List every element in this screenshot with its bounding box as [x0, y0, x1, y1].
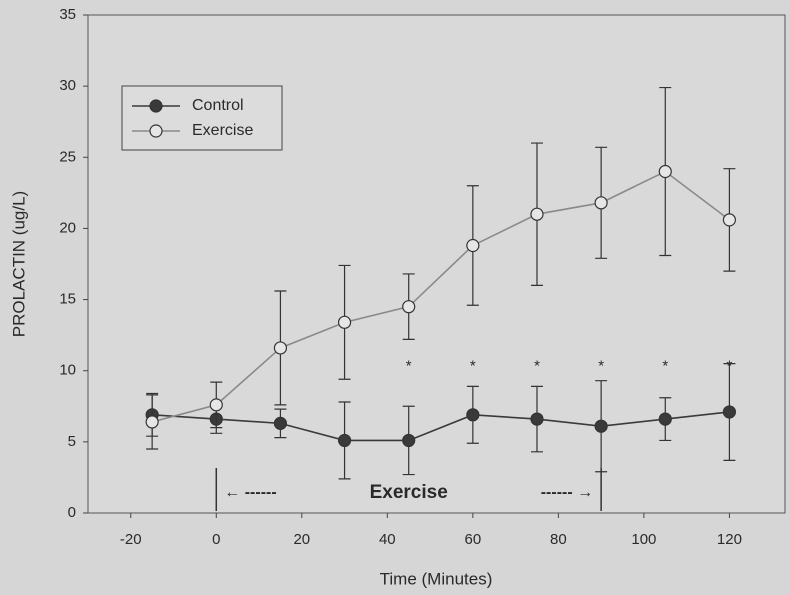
data-point: [594, 196, 608, 210]
data-point: [402, 433, 416, 448]
significance-marker: *: [534, 357, 540, 374]
period-left-arrow: ← ------: [224, 484, 276, 501]
period-right-arrow: ------ →: [541, 484, 593, 501]
series-line: [152, 411, 730, 442]
y-tick-label: 30: [59, 77, 76, 94]
data-point: [530, 412, 544, 426]
x-tick-label: -20: [120, 531, 142, 548]
x-tick-label: 40: [379, 531, 396, 548]
x-tick-label: 120: [717, 531, 742, 548]
legend-marker: [149, 99, 163, 113]
data-point: [273, 416, 288, 430]
data-point: [402, 300, 416, 314]
x-axis-label: Time (Minutes): [380, 569, 493, 588]
data-point: [337, 433, 352, 448]
data-point: [594, 419, 608, 433]
x-tick-label: 80: [550, 531, 567, 548]
significance-marker: *: [662, 357, 668, 374]
y-tick-label: 20: [59, 219, 76, 236]
data-point: [658, 412, 672, 426]
y-tick-label: 25: [59, 148, 76, 165]
y-tick-label: 0: [68, 504, 76, 521]
y-tick-label: 15: [59, 291, 76, 308]
legend-marker: [149, 124, 163, 138]
data-point: [209, 398, 223, 412]
legend-label: Exercise: [192, 122, 253, 139]
x-tick-label: 100: [631, 531, 656, 548]
period-label: Exercise: [370, 482, 448, 503]
data-point: [466, 238, 480, 253]
data-point: [337, 315, 352, 329]
y-tick-label: 10: [59, 362, 76, 379]
data-point: [530, 207, 544, 221]
significance-marker: *: [406, 357, 412, 374]
x-tick-label: 0: [212, 531, 220, 548]
y-tick-label: 35: [59, 6, 76, 23]
series-line: [151, 170, 730, 423]
data-point: [722, 405, 737, 419]
data-point: [145, 415, 159, 429]
x-tick-label: 60: [465, 531, 482, 548]
significance-marker: *: [470, 357, 476, 374]
x-tick-label: 20: [293, 531, 310, 548]
data-point: [466, 408, 480, 422]
legend-box: [121, 85, 283, 151]
significance-marker: *: [598, 357, 604, 374]
data-point: [658, 164, 672, 179]
legend-label: Control: [192, 97, 244, 114]
y-tick-label: 5: [68, 433, 76, 450]
y-axis-label: PROLACTIN (ug/L): [9, 191, 28, 337]
data-point: [722, 213, 737, 227]
data-point: [273, 341, 288, 355]
